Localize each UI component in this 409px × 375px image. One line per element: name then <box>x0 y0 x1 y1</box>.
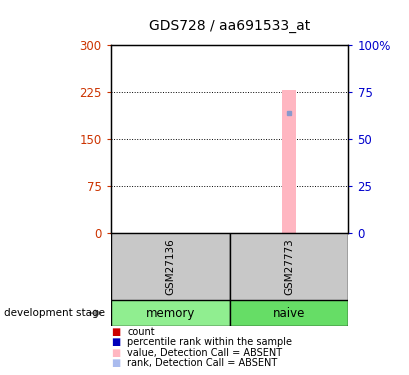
Text: count: count <box>127 327 154 337</box>
Bar <box>281 90 295 232</box>
Text: value, Detection Call = ABSENT: value, Detection Call = ABSENT <box>127 348 281 358</box>
Text: naive: naive <box>272 307 304 320</box>
Bar <box>110 232 229 300</box>
Text: GSM27773: GSM27773 <box>283 238 293 295</box>
Text: memory: memory <box>145 307 194 320</box>
Text: percentile rank within the sample: percentile rank within the sample <box>127 338 291 347</box>
Bar <box>229 232 348 300</box>
Bar <box>110 300 229 326</box>
Text: GDS728 / aa691533_at: GDS728 / aa691533_at <box>148 19 310 33</box>
Bar <box>229 300 348 326</box>
Text: GSM27136: GSM27136 <box>165 238 175 295</box>
Text: ■: ■ <box>110 327 120 337</box>
Text: ■: ■ <box>110 348 120 358</box>
Text: rank, Detection Call = ABSENT: rank, Detection Call = ABSENT <box>127 358 276 368</box>
Text: ■: ■ <box>110 358 120 368</box>
Text: development stage: development stage <box>4 308 105 318</box>
Text: ■: ■ <box>110 338 120 347</box>
